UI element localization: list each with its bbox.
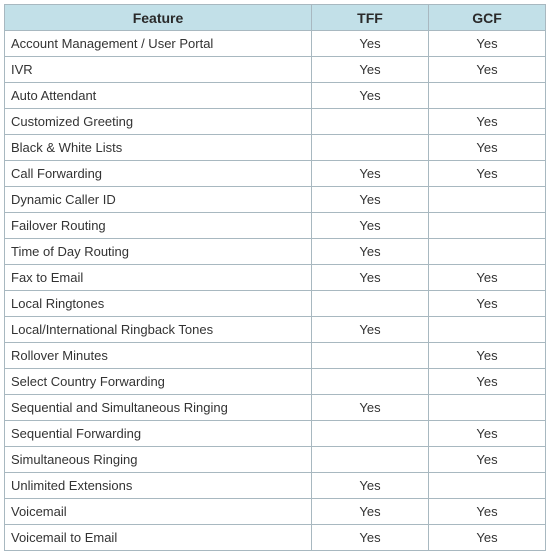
table-body: Account Management / User PortalYesYesIV… (5, 31, 546, 551)
feature-cell: Customized Greeting (5, 109, 312, 135)
col-header-gcf: GCF (429, 5, 546, 31)
table-row: IVRYesYes (5, 57, 546, 83)
feature-cell: Failover Routing (5, 213, 312, 239)
table-row: Voicemail to EmailYesYes (5, 525, 546, 551)
feature-cell: Rollover Minutes (5, 343, 312, 369)
table-row: VoicemailYesYes (5, 499, 546, 525)
gcf-cell: Yes (429, 369, 546, 395)
gcf-cell: Yes (429, 57, 546, 83)
gcf-cell (429, 317, 546, 343)
feature-cell: Sequential Forwarding (5, 421, 312, 447)
feature-cell: Sequential and Simultaneous Ringing (5, 395, 312, 421)
tff-cell: Yes (312, 265, 429, 291)
table-header-row: Feature TFF GCF (5, 5, 546, 31)
feature-cell: Local Ringtones (5, 291, 312, 317)
col-header-tff: TFF (312, 5, 429, 31)
feature-cell: Auto Attendant (5, 83, 312, 109)
table-row: Sequential Forwarding Yes (5, 421, 546, 447)
gcf-cell: Yes (429, 31, 546, 57)
table-row: Dynamic Caller IDYes (5, 187, 546, 213)
tff-cell: Yes (312, 499, 429, 525)
col-header-feature: Feature (5, 5, 312, 31)
gcf-cell: Yes (429, 447, 546, 473)
table-row: Auto AttendantYes (5, 83, 546, 109)
tff-cell: Yes (312, 213, 429, 239)
tff-cell: Yes (312, 161, 429, 187)
tff-cell (312, 421, 429, 447)
gcf-cell: Yes (429, 265, 546, 291)
table-row: Select Country Forwarding Yes (5, 369, 546, 395)
tff-cell: Yes (312, 525, 429, 551)
table-row: Local Ringtones Yes (5, 291, 546, 317)
table-row: Failover RoutingYes (5, 213, 546, 239)
table-row: Simultaneous Ringing Yes (5, 447, 546, 473)
tff-cell (312, 109, 429, 135)
feature-cell: Local/International Ringback Tones (5, 317, 312, 343)
feature-cell: Time of Day Routing (5, 239, 312, 265)
feature-cell: Black & White Lists (5, 135, 312, 161)
feature-cell: Account Management / User Portal (5, 31, 312, 57)
gcf-cell: Yes (429, 161, 546, 187)
table-row: Black & White Lists Yes (5, 135, 546, 161)
tff-cell (312, 135, 429, 161)
tff-cell (312, 291, 429, 317)
tff-cell: Yes (312, 473, 429, 499)
gcf-cell (429, 239, 546, 265)
gcf-cell (429, 395, 546, 421)
gcf-cell: Yes (429, 291, 546, 317)
tff-cell: Yes (312, 187, 429, 213)
table-row: Call ForwardingYesYes (5, 161, 546, 187)
feature-comparison-table: Feature TFF GCF Account Management / Use… (4, 4, 546, 551)
gcf-cell: Yes (429, 343, 546, 369)
table-row: Local/International Ringback TonesYes (5, 317, 546, 343)
table-row: Time of Day RoutingYes (5, 239, 546, 265)
gcf-cell (429, 187, 546, 213)
tff-cell: Yes (312, 57, 429, 83)
feature-cell: Select Country Forwarding (5, 369, 312, 395)
table-row: Fax to EmailYesYes (5, 265, 546, 291)
feature-cell: Dynamic Caller ID (5, 187, 312, 213)
feature-cell: IVR (5, 57, 312, 83)
tff-cell: Yes (312, 239, 429, 265)
tff-cell (312, 369, 429, 395)
feature-cell: Call Forwarding (5, 161, 312, 187)
table-row: Account Management / User PortalYesYes (5, 31, 546, 57)
gcf-cell (429, 83, 546, 109)
feature-cell: Simultaneous Ringing (5, 447, 312, 473)
tff-cell: Yes (312, 395, 429, 421)
gcf-cell: Yes (429, 109, 546, 135)
gcf-cell (429, 473, 546, 499)
tff-cell (312, 447, 429, 473)
gcf-cell: Yes (429, 421, 546, 447)
gcf-cell (429, 213, 546, 239)
table-row: Unlimited ExtensionsYes (5, 473, 546, 499)
table-row: Rollover Minutes Yes (5, 343, 546, 369)
gcf-cell: Yes (429, 135, 546, 161)
feature-cell: Voicemail (5, 499, 312, 525)
tff-cell (312, 343, 429, 369)
feature-cell: Unlimited Extensions (5, 473, 312, 499)
gcf-cell: Yes (429, 499, 546, 525)
feature-cell: Voicemail to Email (5, 525, 312, 551)
table-row: Customized Greeting Yes (5, 109, 546, 135)
tff-cell: Yes (312, 317, 429, 343)
tff-cell: Yes (312, 31, 429, 57)
feature-cell: Fax to Email (5, 265, 312, 291)
gcf-cell: Yes (429, 525, 546, 551)
tff-cell: Yes (312, 83, 429, 109)
table-row: Sequential and Simultaneous RingingYes (5, 395, 546, 421)
